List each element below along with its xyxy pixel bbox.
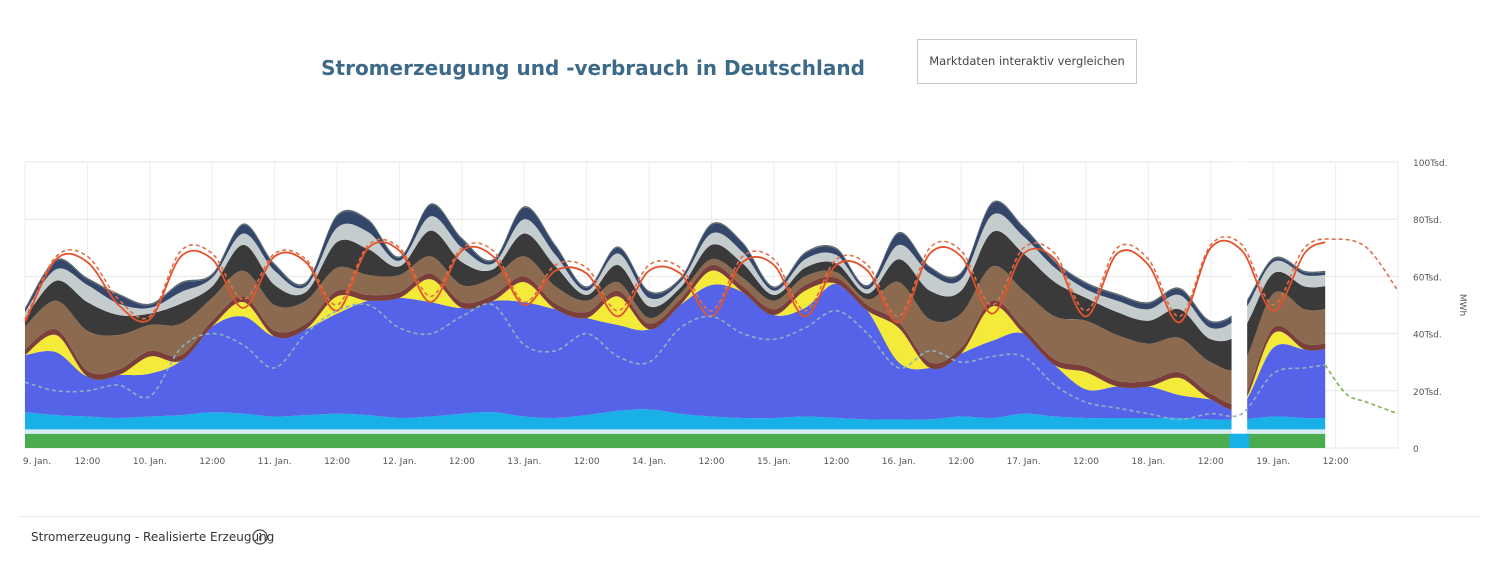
x-tick-label: 16. Jan.	[882, 457, 916, 467]
y-axis-ticks: 0 20Tsd. 40Tsd. 60Tsd. 80Tsd. 100Tsd.	[1413, 159, 1447, 455]
x-tick-label: 12:00	[449, 457, 475, 467]
page-title: Stromerzeugung und -verbrauch in Deutsch…	[321, 56, 865, 80]
x-tick-label: 17. Jan.	[1007, 457, 1041, 467]
line-residuallast-prognose	[1324, 364, 1399, 415]
generation-chart: 0 20Tsd. 40Tsd. 60Tsd. 80Tsd. 100Tsd. 9. Jan.…	[23, 159, 1467, 467]
area-biomasse	[25, 433, 1326, 448]
y-tick-label: 80Tsd.	[1413, 216, 1442, 226]
x-tick-label: 12:00	[699, 457, 725, 467]
area-braunkohle	[25, 256, 1326, 404]
y-tick-label: 40Tsd.	[1413, 331, 1442, 341]
area-steinkohle	[25, 230, 1326, 371]
x-tick-label: 12:00	[1198, 457, 1224, 467]
x-tick-label: 18. Jan.	[1131, 457, 1165, 467]
line-gesamtverbrauch	[24, 239, 1326, 324]
x-tick-label: 12:00	[1073, 457, 1099, 467]
x-tick-label: 12:00	[574, 457, 600, 467]
x-tick-label: 12:00	[948, 457, 974, 467]
x-tick-label: 12:00	[324, 457, 350, 467]
area-wind-offshore	[25, 409, 1326, 430]
y-tick-label: 60Tsd.	[1413, 273, 1442, 283]
data-gap-stub	[1229, 433, 1250, 448]
chart-data-gap	[1229, 162, 1250, 448]
x-tick-label: 15. Jan.	[757, 457, 791, 467]
area-wind-onshore	[25, 283, 1326, 420]
line-residuallast	[24, 303, 1326, 421]
info-icon[interactable]	[252, 529, 268, 545]
x-tick-label: 11. Jan.	[258, 457, 292, 467]
x-tick-label: 12:00	[199, 457, 225, 467]
section-divider	[18, 516, 1480, 517]
data-gap	[1231, 162, 1248, 448]
x-tick-label: 13. Jan.	[507, 457, 541, 467]
area-sonstige-erneuerbare	[25, 264, 1326, 410]
x-tick-label: 9. Jan.	[23, 457, 51, 467]
x-axis-ticks: 9. Jan. 12:00 10. Jan. 12:00 11. Jan. 12:00 12…	[23, 457, 1349, 467]
x-tick-label: 12. Jan.	[382, 457, 416, 467]
x-tick-label: 19. Jan.	[1256, 457, 1290, 467]
x-tick-label: 10. Jan.	[133, 457, 167, 467]
line-gesamtverbrauch-prognose	[24, 235, 1399, 320]
y-tick-label: 20Tsd.	[1413, 388, 1442, 398]
compare-market-data-button[interactable]: Marktdaten interaktiv vergleichen	[917, 39, 1137, 84]
x-tick-label: 12:00	[823, 457, 849, 467]
chart-lines	[24, 235, 1399, 421]
area-photovoltaik	[25, 270, 1326, 410]
chart-areas	[25, 200, 1326, 448]
y-tick-label: 100Tsd.	[1413, 159, 1447, 169]
area-wasserkraft	[25, 429, 1326, 434]
x-tick-label: 12:00	[74, 457, 100, 467]
x-tick-label: 14. Jan.	[632, 457, 666, 467]
y-tick-label: 0	[1413, 445, 1419, 455]
y-axis-label: MWh	[1457, 294, 1467, 316]
x-tick-label: 12:00	[1323, 457, 1349, 467]
section-label: Stromerzeugung - Realisierte Erzeugung	[31, 530, 275, 544]
